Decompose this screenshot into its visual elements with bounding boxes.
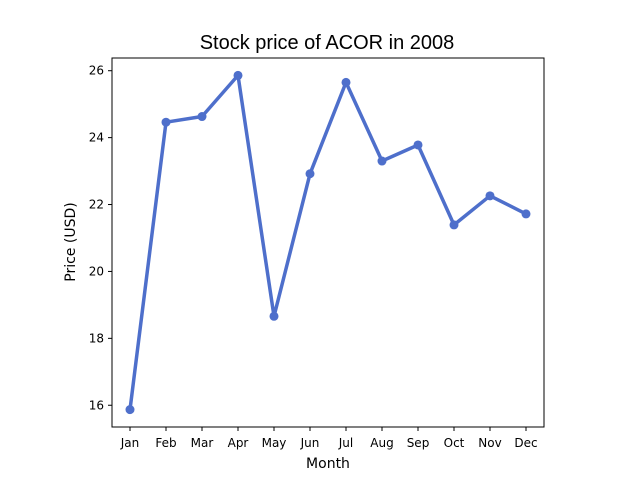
x-tick-label: May	[262, 436, 287, 450]
plot-area	[111, 57, 545, 428]
x-tick-label: Jan	[120, 436, 140, 450]
series-line	[128, 73, 527, 410]
y-tick-label: 26	[89, 64, 104, 78]
chart-title: Stock price of ACOR in 2008	[200, 32, 455, 54]
data-point	[449, 220, 459, 230]
x-axis: Jan Feb Mar Apr May Jun Jul Aug Sep Oct Nov Dec	[120, 427, 538, 450]
series-layer	[125, 70, 531, 415]
x-tick-label: Nov	[478, 436, 501, 450]
x-axis-label: Month	[306, 456, 350, 472]
data-point	[161, 117, 171, 127]
x-tick-label: Apr	[228, 436, 249, 450]
data-point	[233, 70, 243, 80]
y-axis: 16 18 20 22 24 26	[89, 64, 112, 412]
data-point	[485, 191, 495, 201]
y-tick-label: 20	[89, 264, 104, 278]
x-tick-label: Oct	[444, 436, 465, 450]
data-point	[521, 209, 531, 219]
y-tick-label: 16	[89, 398, 104, 412]
x-tick-label: Dec	[514, 436, 537, 450]
data-point	[305, 169, 315, 179]
x-tick-label: Mar	[191, 436, 214, 450]
x-tick-label: Aug	[370, 436, 393, 450]
y-axis-label: Price (USD)	[63, 202, 79, 281]
data-point	[125, 405, 135, 415]
y-tick-label: 22	[89, 198, 104, 212]
data-point	[197, 112, 207, 122]
data-point	[269, 311, 279, 321]
data-point	[377, 156, 387, 166]
x-tick-label: Sep	[407, 436, 430, 450]
x-tick-label: Feb	[155, 436, 176, 450]
data-point	[413, 140, 423, 150]
y-tick-label: 18	[89, 331, 104, 345]
x-tick-label: Jun	[300, 436, 320, 450]
data-point	[341, 77, 351, 87]
y-tick-label: 24	[89, 131, 104, 145]
x-tick-label: Jul	[338, 436, 353, 450]
